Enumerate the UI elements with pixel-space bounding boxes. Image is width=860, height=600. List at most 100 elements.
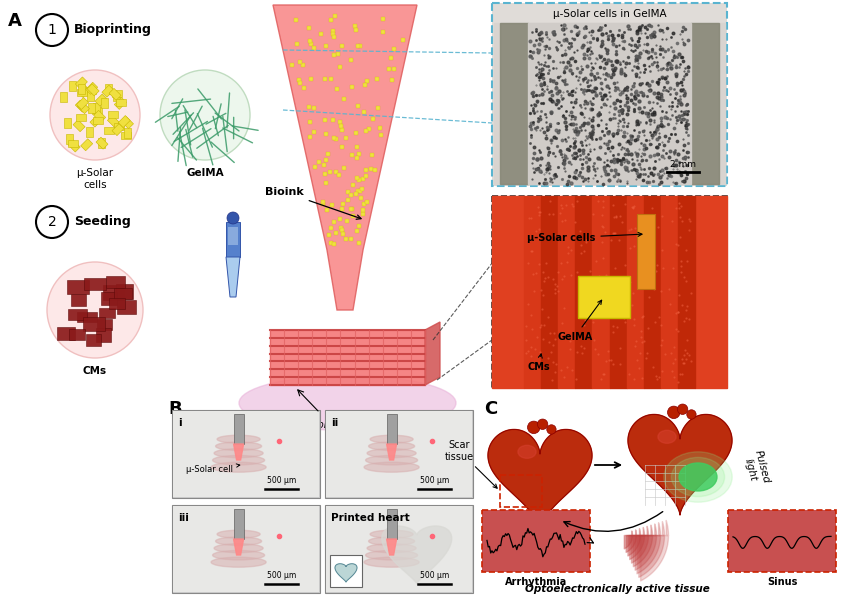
FancyBboxPatch shape	[73, 120, 85, 132]
Ellipse shape	[679, 463, 717, 491]
Circle shape	[160, 70, 250, 160]
Circle shape	[527, 421, 540, 434]
Ellipse shape	[217, 435, 260, 443]
Bar	[643, 196, 660, 388]
Text: Optoelectronically active tissue: Optoelectronically active tissue	[525, 584, 710, 594]
FancyBboxPatch shape	[86, 86, 96, 94]
Bar	[678, 196, 695, 388]
Text: 500 μm: 500 μm	[267, 476, 297, 485]
Ellipse shape	[212, 550, 265, 560]
Polygon shape	[335, 564, 357, 582]
Text: B: B	[168, 400, 181, 418]
Bar	[593, 196, 610, 388]
Bar	[326, 411, 472, 497]
FancyBboxPatch shape	[108, 115, 120, 127]
Text: 500 μm: 500 μm	[267, 571, 297, 580]
Bar	[492, 3, 727, 186]
Bar	[387, 509, 396, 539]
Circle shape	[667, 406, 680, 419]
FancyBboxPatch shape	[87, 84, 99, 96]
FancyBboxPatch shape	[93, 117, 102, 124]
Ellipse shape	[211, 557, 266, 567]
Bar	[77, 312, 97, 322]
Text: CMs: CMs	[83, 366, 107, 376]
Polygon shape	[234, 444, 243, 460]
FancyBboxPatch shape	[94, 110, 106, 122]
FancyBboxPatch shape	[112, 90, 122, 97]
Bar	[528, 23, 691, 184]
Ellipse shape	[367, 544, 416, 553]
Ellipse shape	[658, 430, 676, 443]
FancyBboxPatch shape	[96, 137, 108, 149]
Ellipse shape	[214, 449, 263, 458]
Bar	[524, 196, 541, 388]
Bar	[57, 327, 75, 340]
Text: Seeding: Seeding	[74, 215, 131, 229]
Circle shape	[227, 212, 239, 224]
FancyBboxPatch shape	[108, 111, 118, 118]
Bar	[270, 330, 425, 385]
FancyBboxPatch shape	[109, 88, 121, 100]
Bar	[173, 411, 319, 497]
Text: Printed heart: Printed heart	[331, 513, 409, 523]
Ellipse shape	[214, 544, 263, 553]
Text: 500 μm: 500 μm	[421, 571, 450, 580]
FancyBboxPatch shape	[89, 103, 95, 113]
Bar	[96, 319, 112, 331]
Bar	[695, 196, 727, 388]
Bar	[103, 285, 124, 300]
FancyBboxPatch shape	[101, 98, 108, 108]
FancyBboxPatch shape	[76, 77, 88, 89]
FancyBboxPatch shape	[68, 140, 80, 152]
Bar	[109, 298, 126, 309]
Polygon shape	[387, 444, 396, 460]
Bar	[86, 334, 101, 346]
FancyBboxPatch shape	[98, 138, 105, 148]
Bar	[101, 292, 118, 305]
Circle shape	[47, 262, 143, 358]
FancyBboxPatch shape	[114, 91, 120, 101]
Bar	[575, 196, 593, 388]
Ellipse shape	[518, 445, 536, 458]
Bar	[172, 410, 320, 498]
Text: CMs: CMs	[527, 354, 550, 372]
Text: 1: 1	[47, 23, 57, 37]
Polygon shape	[628, 415, 732, 515]
Bar	[578, 276, 630, 318]
FancyBboxPatch shape	[59, 92, 66, 102]
FancyBboxPatch shape	[64, 118, 71, 128]
Bar	[325, 505, 473, 593]
Text: Bioink: Bioink	[265, 187, 361, 219]
Text: Sinus: Sinus	[767, 577, 797, 587]
Polygon shape	[488, 430, 592, 530]
Ellipse shape	[364, 557, 419, 567]
Bar	[691, 23, 719, 184]
Ellipse shape	[369, 537, 415, 545]
Bar	[234, 509, 243, 539]
Text: A: A	[8, 12, 22, 30]
FancyBboxPatch shape	[112, 124, 124, 136]
Circle shape	[538, 419, 548, 430]
Polygon shape	[226, 257, 240, 297]
Text: 2: 2	[47, 215, 57, 229]
Text: 500 μm: 500 μm	[421, 476, 450, 485]
Bar	[541, 196, 558, 388]
Bar	[637, 214, 655, 289]
Text: μ-Solar cell: μ-Solar cell	[186, 464, 240, 473]
Bar	[610, 196, 627, 388]
Bar	[117, 300, 136, 314]
Text: Optoelectronically active scaffold: Optoelectronically active scaffold	[266, 420, 429, 430]
Text: GelMA: GelMA	[557, 300, 602, 342]
Bar	[83, 317, 105, 331]
Text: Bioprinting: Bioprinting	[74, 23, 152, 37]
Bar	[172, 505, 320, 593]
FancyBboxPatch shape	[120, 132, 131, 139]
FancyBboxPatch shape	[77, 97, 89, 109]
FancyBboxPatch shape	[90, 115, 102, 127]
Bar	[492, 196, 727, 388]
Polygon shape	[387, 539, 396, 555]
Bar	[69, 329, 85, 340]
Bar	[482, 510, 590, 572]
Polygon shape	[234, 539, 243, 555]
FancyBboxPatch shape	[66, 134, 73, 144]
